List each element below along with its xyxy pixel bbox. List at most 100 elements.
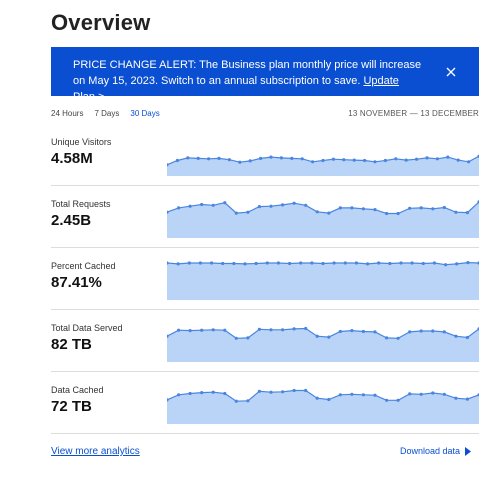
data-point [198,261,202,265]
data-point [315,334,319,338]
data-point [410,261,414,265]
metric-total-data-served: Total Data Served 82 TB [51,310,479,372]
time-range-tabs: 24 Hours 7 Days 30 Days [51,109,171,121]
data-point [373,208,377,212]
data-point [188,391,192,396]
data-point [234,211,238,215]
data-point [431,207,435,211]
data-point [385,398,389,402]
data-point [477,327,479,331]
data-point [332,261,336,265]
metric-label: Total Requests [51,199,111,209]
data-point [167,163,169,167]
sparkline-chart [167,200,479,238]
data-point [304,388,308,393]
metric-total-requests: Total Requests 2.45B [51,186,479,248]
data-point [446,155,450,159]
data-point [363,158,367,163]
data-point [223,391,227,396]
data-point [257,205,261,209]
data-point [350,206,354,210]
data-point [327,211,331,215]
data-point [465,397,469,401]
data-point [419,392,423,396]
data-point [361,393,365,397]
data-point [442,392,446,396]
metric-label: Percent Cached [51,261,116,271]
data-point [200,328,204,332]
data-point [299,261,303,265]
data-point [176,262,180,266]
data-point [354,261,358,265]
data-point [177,393,181,397]
data-point [211,203,215,207]
data-point [331,157,335,161]
data-point [290,156,294,160]
data-point [167,210,169,214]
data-point [259,156,263,160]
data-point [311,160,315,164]
data-point [304,203,308,207]
data-point [207,157,211,161]
data-point [196,156,200,160]
data-point [292,327,296,331]
area-fill [167,201,479,238]
data-point [465,335,469,340]
data-point [304,326,308,331]
data-point [257,327,261,331]
data-point [234,399,238,403]
data-point [167,334,169,338]
data-point [350,329,354,333]
data-point [315,396,319,400]
data-point [361,329,365,334]
close-icon[interactable] [445,65,457,77]
data-point [300,157,304,161]
data-point [465,211,469,215]
data-point [404,158,408,162]
view-more-analytics-link[interactable]: View more analytics [51,446,140,457]
data-point [431,391,435,395]
data-point [321,261,325,266]
data-point [408,330,412,334]
data-point [342,158,346,162]
data-point [321,158,325,163]
data-point [238,160,242,164]
series-line [167,327,479,339]
data-point [177,328,181,332]
data-point [385,336,389,340]
data-point [442,330,446,334]
data-point [281,328,285,332]
alert-text: PRICE CHANGE ALERT: The Business plan mo… [73,59,422,87]
data-point [186,156,190,160]
tab-7-days[interactable]: 7 Days [94,109,120,118]
data-point [281,203,285,207]
download-data-button[interactable]: Download data [400,446,471,456]
data-point [399,261,403,265]
data-point [211,390,215,394]
tab-30-days[interactable]: 30 Days [130,109,160,118]
data-point [444,263,448,267]
data-point [243,262,247,266]
data-point [269,204,273,208]
data-point [177,206,181,210]
data-point [217,156,221,160]
date-range: 13 NOVEMBER — 13 DECEMBER [348,109,479,118]
update-plan-link[interactable]: Update Plan > [73,75,399,103]
data-point [419,329,423,333]
data-point [279,156,283,160]
data-point [477,200,479,204]
page-title: Overview [51,10,151,35]
data-point [466,261,470,265]
sparkline-chart [167,154,479,176]
caret-right-icon [465,446,471,456]
data-point [269,328,273,332]
data-point [234,336,238,340]
data-point [350,392,354,396]
tab-24-hours[interactable]: 24 Hours [51,109,84,118]
data-point [248,159,252,163]
data-point [167,398,169,402]
data-point [477,261,479,265]
metric-value: 72 TB [51,398,92,415]
metric-label: Unique Visitors [51,137,112,147]
data-point [454,210,458,214]
